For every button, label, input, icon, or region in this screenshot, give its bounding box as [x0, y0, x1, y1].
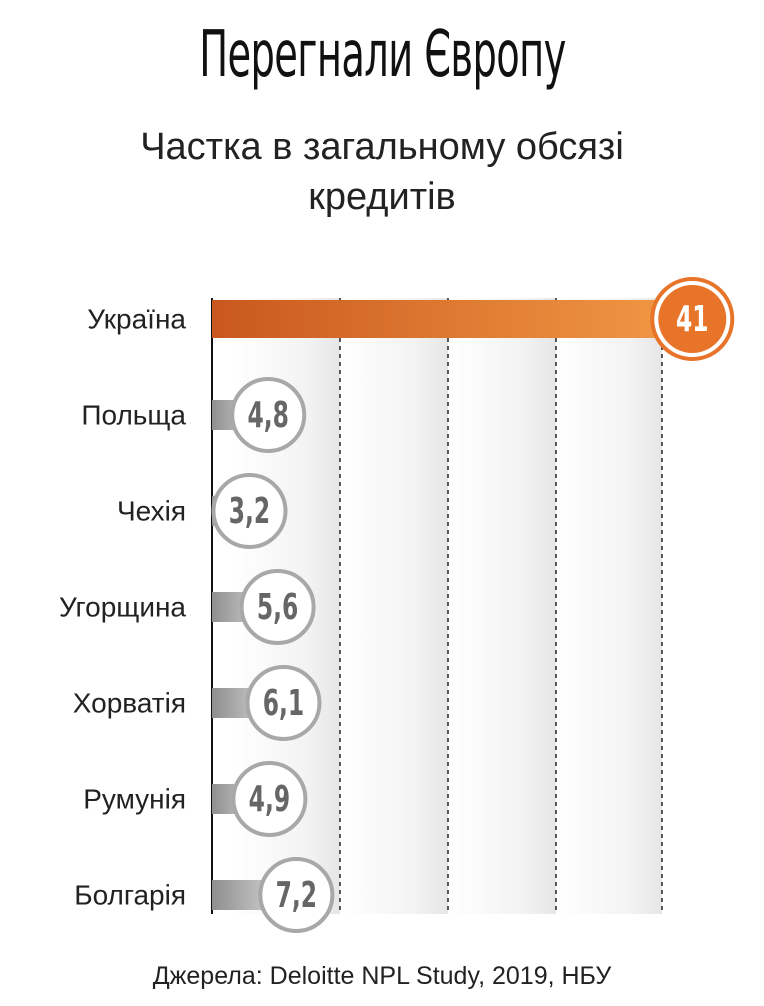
source-note: Джерела: Deloitte NPL Study, 2019, НБУ: [152, 962, 612, 990]
category-label: Болгарія: [74, 879, 186, 910]
value-label: 4,8: [248, 395, 289, 437]
category-label: Польща: [81, 399, 186, 430]
bar: [212, 300, 693, 338]
value-badge-inner: [658, 285, 727, 353]
value-label: 6,1: [263, 683, 304, 725]
category-label: Україна: [87, 303, 186, 334]
value-badge: [258, 857, 335, 933]
category-label: Хорватія: [73, 687, 186, 718]
chart-subtitle: Частка в загальному обсязі кредитів: [140, 126, 624, 218]
value-label: 7,2: [276, 875, 317, 917]
value-label: 41: [676, 299, 709, 341]
value-badge: [245, 665, 322, 741]
value-label: 3,2: [229, 491, 270, 533]
value-badge: [239, 569, 316, 645]
category-label: Чехія: [117, 495, 186, 526]
value-badge: [211, 473, 288, 549]
chart-title: Перегнали Європу: [198, 18, 566, 92]
value-label: 5,6: [257, 587, 298, 629]
value-badge: [230, 377, 307, 453]
category-label: Угорщина: [59, 591, 186, 622]
value-label: 4,9: [249, 779, 290, 821]
value-badge: [231, 761, 308, 837]
chart-title-box: Перегнали Європу: [0, 18, 764, 92]
category-label: Румунія: [83, 783, 186, 814]
